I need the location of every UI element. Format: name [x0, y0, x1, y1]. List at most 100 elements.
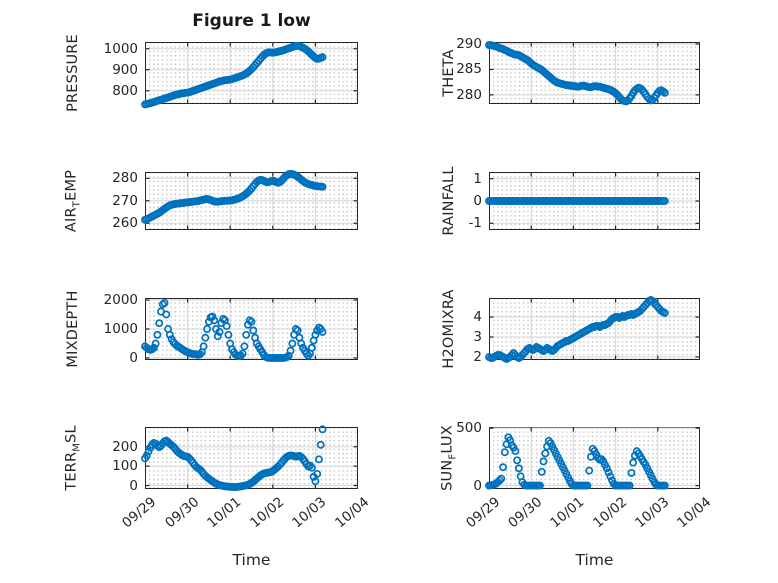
data-point-terr_msl [311, 477, 320, 486]
data-point-sun_flux [536, 481, 544, 490]
y-axis-label-text: TERR [63, 451, 80, 491]
y-axis-label-mixdepth: MIXDEPTH [65, 290, 81, 367]
data-point-terr_msl [313, 469, 322, 478]
y-axis-label-rainfall: RAINFALL [441, 166, 457, 235]
data-point-mixdepth [288, 339, 297, 348]
x-axis-label-right: Time [575, 551, 614, 569]
data-point-mixdepth [240, 342, 249, 351]
data-point-sun_flux [585, 466, 594, 475]
data-point-sun_flux [583, 481, 592, 490]
y-axis-label-subscript: F [447, 453, 459, 460]
data-point-mixdepth [222, 322, 231, 331]
data-point-h2omixra [660, 309, 669, 317]
data-point-mixdepth [162, 310, 171, 319]
data-point-sun_flux [602, 464, 611, 473]
data-point-sun_flux [539, 457, 548, 466]
data-point-sun_flux [606, 472, 615, 481]
y-axis-label-text: LUX [439, 425, 456, 454]
y-tick-label: 0 [129, 477, 138, 494]
y-tick-label: 200 [112, 438, 138, 455]
y-axis-label-text: SUN [439, 459, 456, 491]
data-point-sun_flux [625, 481, 634, 490]
data-point-mixdepth [201, 333, 210, 342]
y-axis-label-subscript: T [71, 200, 83, 208]
data-point-sun_flux [627, 468, 636, 477]
data-point-sun_flux [541, 449, 550, 458]
data-point-sun_flux [604, 468, 613, 477]
data-point-air_temp [318, 182, 327, 191]
y-tick-label: 280 [112, 170, 138, 187]
y-axis-label-sun_flux: SUNFLUX [440, 425, 459, 491]
data-point-sun_flux [500, 448, 509, 457]
data-point-sun_flux [594, 454, 602, 462]
data-point-sun_flux [537, 467, 546, 476]
y-axis-label-pressure: PRESSURE [65, 34, 81, 112]
data-point-sun_flux [660, 481, 669, 490]
y-tick-label: 1000 [103, 40, 138, 57]
y-tick-label: 100 [112, 458, 138, 475]
y-axis-label-subscript: M [71, 442, 83, 452]
data-point-mixdepth [151, 339, 160, 348]
data-point-mixdepth [293, 326, 302, 335]
data-point-mixdepth [242, 330, 251, 339]
figure-title: Figure 1 low [192, 11, 311, 31]
data-point-mixdepth [286, 346, 295, 355]
data-point-terr_msl [318, 425, 327, 434]
data-point-mixdepth [199, 342, 208, 351]
data-point-mixdepth [155, 319, 164, 328]
y-tick-label: 4 [473, 309, 482, 325]
y-tick-label: 280 [456, 86, 482, 103]
data-point-mixdepth [203, 325, 212, 333]
y-tick-label: 2000 [103, 292, 138, 309]
data-point-terr_msl [307, 463, 316, 472]
data-point-mixdepth [311, 330, 320, 339]
y-tick-label: 260 [112, 215, 138, 232]
y-tick-label: 285 [456, 61, 482, 78]
data-point-mixdepth [238, 349, 247, 358]
data-point-terr_msl [144, 447, 153, 456]
y-tick-label: 900 [112, 61, 138, 78]
data-point-mixdepth [160, 298, 169, 307]
y-tick-label: 800 [112, 82, 138, 99]
y-axis-label-text: MIXDEPTH [65, 290, 81, 368]
y-axis-label-theta: THETA [441, 49, 457, 97]
y-axis-label-h2omixra: H2OMIXRA [441, 289, 457, 368]
data-point-mixdepth [249, 326, 258, 335]
y-tick-label: -1 [468, 215, 482, 232]
data-point-mixdepth [318, 327, 327, 336]
data-point-pressure [318, 53, 327, 62]
data-point-mixdepth [165, 330, 174, 339]
data-point-terr_msl [142, 451, 151, 460]
data-point-mixdepth [153, 330, 162, 339]
data-point-sun_flux [513, 456, 522, 465]
data-point-mixdepth [224, 330, 233, 339]
data-point-sun_flux [497, 474, 506, 483]
data-point-theta [660, 88, 669, 97]
y-tick-label: 1000 [103, 321, 138, 337]
y-tick-label: 0 [473, 193, 482, 209]
y-tick-label: 2 [473, 349, 482, 365]
x-axis-label-left: Time [232, 551, 271, 569]
y-tick-label: 500 [456, 420, 482, 437]
y-axis-label-text: H2OMIXRA [441, 289, 457, 369]
data-point-mixdepth [307, 343, 316, 352]
y-axis-label-text: SL [63, 425, 80, 443]
data-point-sun_flux [514, 464, 523, 473]
data-point-mixdepth [149, 343, 158, 352]
data-point-sun_flux [495, 476, 504, 485]
data-point-mixdepth [210, 316, 219, 325]
data-point-mixdepth [215, 327, 224, 336]
y-axis-label-text: THETA [441, 49, 457, 97]
y-tick-label: 1 [473, 170, 482, 187]
y-axis-label-terr_msl: TERRMSL [64, 425, 83, 490]
data-point-terr_msl [316, 440, 325, 449]
y-axis-label-text: AIR [63, 207, 80, 233]
data-point-terr_msl [315, 455, 323, 464]
data-point-mixdepth [247, 317, 256, 326]
y-tick-label: 0 [129, 349, 138, 366]
y-axis-label-text: PRESSURE [65, 34, 81, 112]
y-tick-label: 270 [112, 192, 138, 209]
data-point-sun_flux [499, 463, 508, 472]
